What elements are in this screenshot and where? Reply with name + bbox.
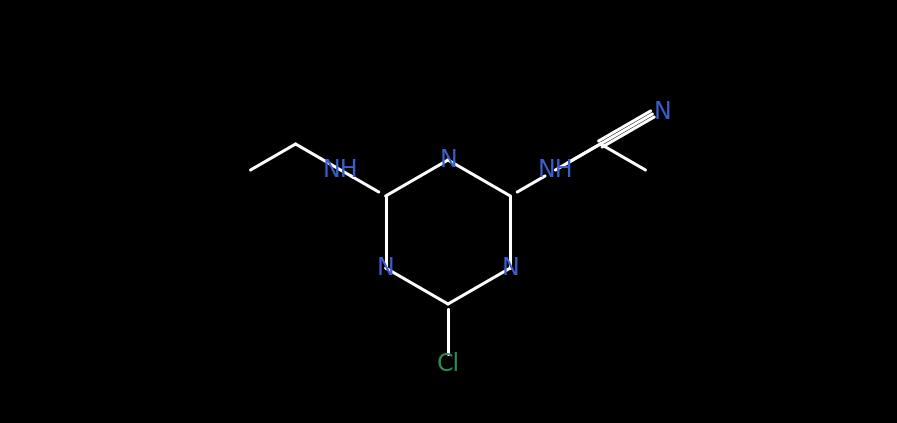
Text: N: N [654, 100, 671, 124]
Text: NH: NH [323, 158, 359, 182]
Text: Cl: Cl [437, 352, 459, 376]
Text: N: N [440, 148, 457, 172]
Text: NH: NH [537, 158, 573, 182]
Text: N: N [501, 256, 519, 280]
Text: N: N [377, 256, 395, 280]
